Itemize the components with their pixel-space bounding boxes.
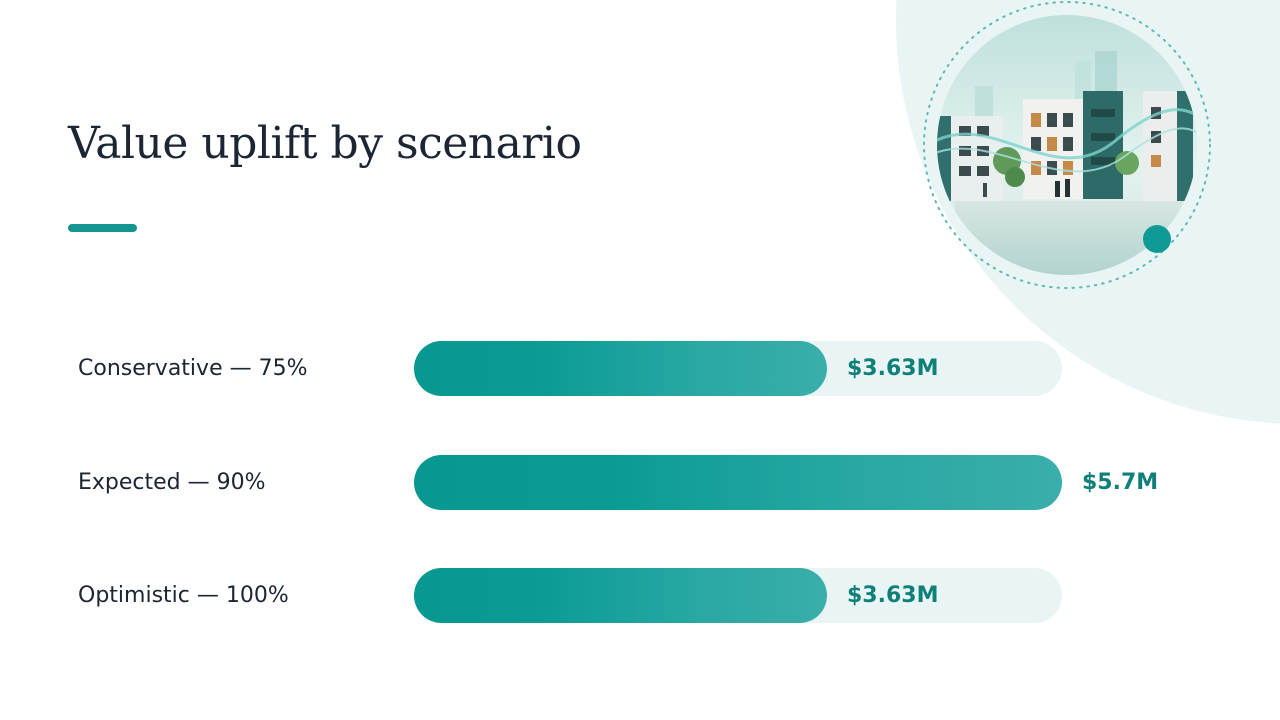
bar-track: [414, 455, 1062, 510]
title-accent-line: [68, 224, 137, 232]
category-label: Conservative — 75%: [78, 356, 308, 381]
bar-fill: [414, 341, 827, 396]
value-label: $3.63M: [847, 356, 939, 381]
value-label: $3.63M: [847, 583, 939, 608]
bar-fill: [414, 568, 827, 623]
building-photo: [915, 0, 1219, 295]
building-photo-illustration: [923, 1, 1211, 289]
category-label: Expected — 90%: [78, 470, 266, 495]
bar-fill: [414, 455, 1062, 510]
bar-track: [414, 341, 1062, 396]
bar-track: [414, 568, 1062, 623]
value-label: $5.7M: [1082, 470, 1159, 495]
category-label: Optimistic — 100%: [78, 583, 289, 608]
slide-title: Value uplift by scenario: [68, 118, 582, 169]
photo-accent-dot: [1143, 225, 1171, 253]
